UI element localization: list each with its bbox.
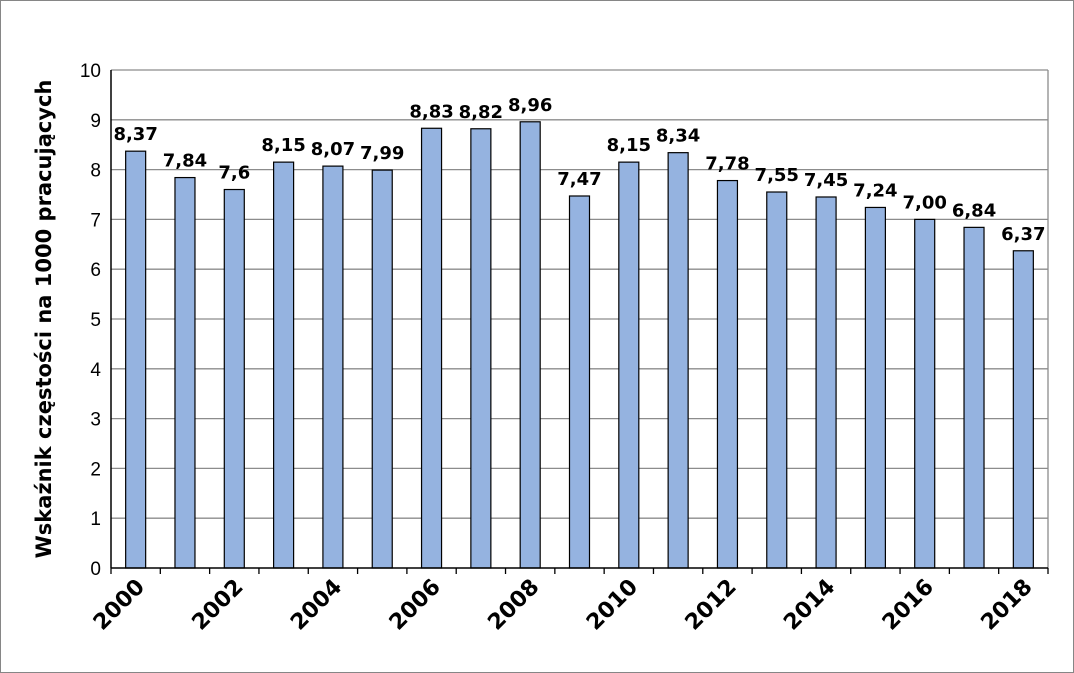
- data-labels: 8,37 7,84 7,6 8,15 8,07 7,998,83 8,82 8,96 7,47 8…: [113, 95, 1045, 245]
- data-label: 6,37: [1001, 224, 1045, 245]
- bar: [815, 196, 837, 569]
- y-tick-label: 6: [90, 260, 101, 281]
- bar: [914, 218, 936, 569]
- bar: [223, 188, 245, 569]
- y-tick-label: 5: [90, 310, 101, 331]
- data-label: 7,00: [902, 192, 946, 213]
- data-label: 7,24: [853, 180, 897, 201]
- x-tick-label: 2014: [779, 575, 840, 636]
- bar: [371, 169, 393, 569]
- data-label: 8,15: [261, 135, 305, 156]
- y-axis-title: Wskaźnik częstości na 1000 pracujących: [32, 80, 56, 559]
- data-label: 6,84: [952, 200, 996, 221]
- x-tick-label: 2012: [681, 575, 742, 636]
- data-label: 8,82: [459, 102, 503, 123]
- y-tick-label: 2: [90, 459, 101, 480]
- data-label: 7,45: [804, 170, 848, 191]
- bar: [864, 206, 886, 569]
- y-tick-label: 7: [90, 210, 101, 231]
- data-label: 8,96: [508, 95, 552, 116]
- data-label: 8,37: [113, 124, 157, 145]
- bar: [963, 226, 985, 569]
- y-tick-label: 9: [90, 111, 101, 132]
- data-label: 8,07: [311, 139, 355, 160]
- x-tick-label: 2006: [385, 575, 446, 636]
- data-label: 7,84: [163, 151, 207, 172]
- data-label: 8,15: [607, 135, 651, 156]
- x-tick-label: 2000: [89, 575, 150, 636]
- y-tick-label: 3: [90, 410, 101, 431]
- bar: [470, 128, 492, 569]
- y-tick-label: 0: [90, 559, 101, 580]
- bar: [766, 191, 788, 569]
- x-tick-label: 2016: [878, 575, 939, 636]
- bar: [667, 152, 689, 569]
- x-tick-label: 2008: [483, 575, 544, 636]
- bar: [568, 195, 591, 569]
- bar: [174, 176, 196, 569]
- data-label: 8,83: [409, 101, 453, 122]
- x-tick-labels: 2000 2002 2004 2006 2008 2010 2012 2014 2016 2018: [89, 575, 1038, 636]
- bar: [322, 165, 344, 569]
- y-tick-label: 8: [90, 161, 101, 182]
- y-tick-label: 10: [80, 61, 101, 82]
- data-label: 8,34: [656, 126, 700, 147]
- x-tick-label: 2010: [582, 575, 643, 636]
- bar: [618, 161, 640, 569]
- bar: [716, 179, 739, 569]
- x-tick-label: 2018: [977, 575, 1038, 636]
- x-tick-label: 2004: [286, 575, 347, 636]
- bar: [273, 161, 295, 569]
- data-label: 7,99: [360, 143, 404, 164]
- y-tick-label: 4: [90, 360, 101, 381]
- bar: [125, 150, 147, 569]
- y-tick-labels: 0 1 2 3 4 5 6 7 8 9 10: [80, 61, 102, 580]
- bar: [519, 121, 541, 569]
- y-tick-label: 1: [90, 509, 101, 530]
- bar: [420, 127, 443, 569]
- data-label: 7,47: [557, 169, 601, 190]
- bar: [1012, 250, 1034, 569]
- axes: [110, 70, 1049, 574]
- data-label: 7,6: [218, 163, 250, 184]
- data-label: 7,78: [705, 154, 749, 175]
- data-label: 7,55: [755, 165, 799, 186]
- x-tick-label: 2002: [188, 575, 249, 636]
